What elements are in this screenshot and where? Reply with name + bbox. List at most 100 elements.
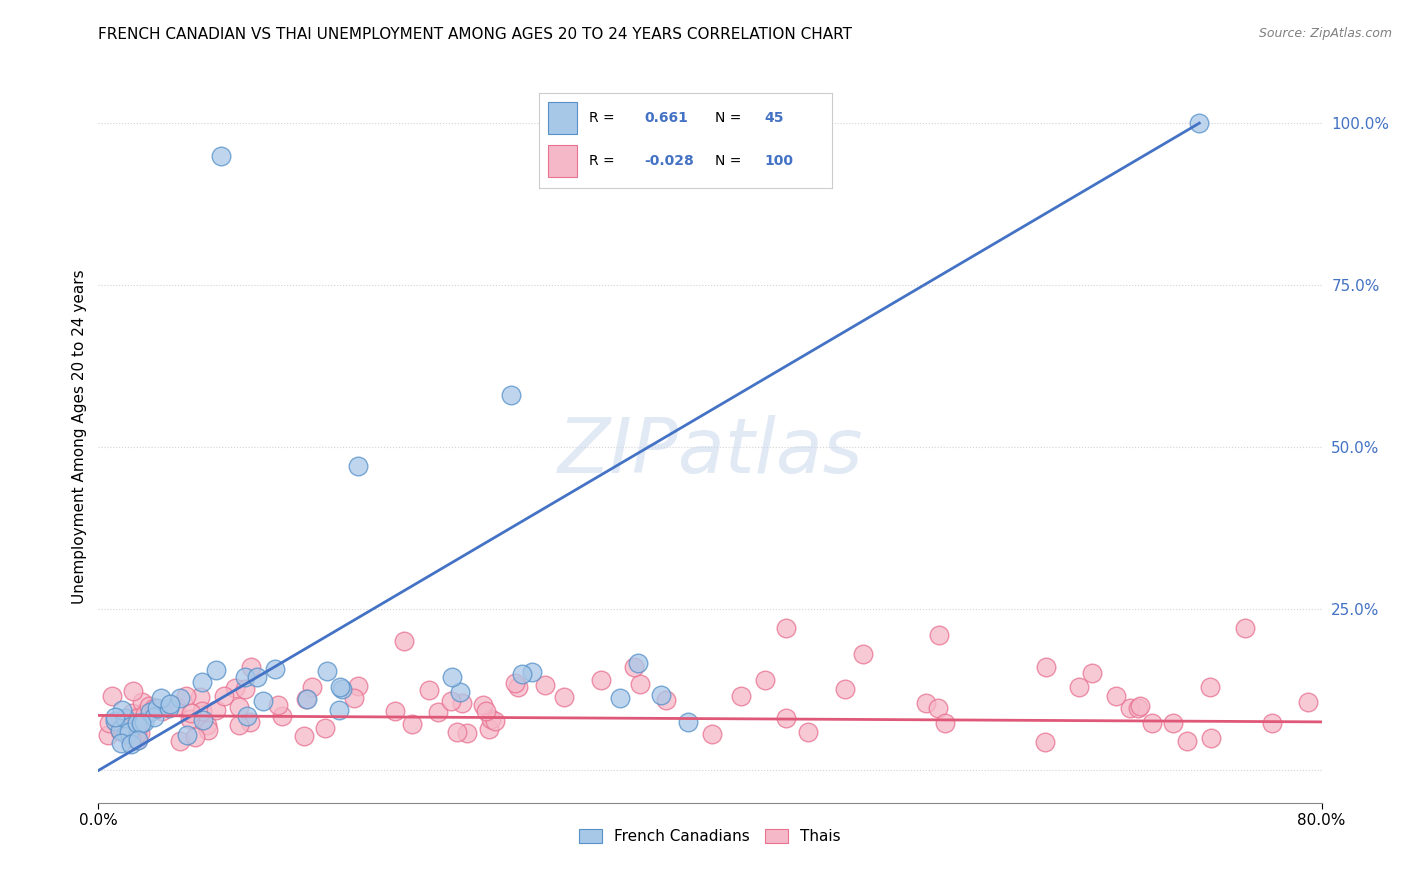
Point: [852, 647, 875, 661]
Point: [1260, 716, 1282, 731]
Text: Source: ZipAtlas.com: Source: ZipAtlas.com: [1258, 27, 1392, 40]
Point: [169, 734, 191, 748]
Point: [129, 707, 152, 722]
Point: [111, 703, 134, 717]
Point: [553, 690, 575, 705]
Point: [125, 725, 148, 739]
Point: [127, 715, 149, 730]
Point: [197, 723, 219, 737]
Point: [176, 728, 198, 742]
Point: [236, 709, 259, 723]
Point: [1188, 116, 1211, 130]
Point: [522, 665, 544, 680]
Point: [1163, 715, 1185, 730]
Point: [246, 670, 269, 684]
Point: [127, 711, 149, 725]
Point: [228, 700, 250, 714]
Point: [1126, 701, 1149, 715]
Point: [914, 696, 936, 710]
Point: [233, 681, 256, 696]
Point: [534, 677, 557, 691]
Point: [180, 706, 202, 721]
Point: [128, 726, 150, 740]
Point: [1175, 734, 1198, 748]
Point: [314, 722, 336, 736]
Point: [775, 711, 797, 725]
Point: [484, 714, 506, 729]
Point: [105, 717, 128, 731]
Point: [1140, 716, 1163, 731]
Point: [754, 673, 776, 687]
Point: [121, 706, 143, 721]
Point: [134, 706, 156, 721]
Point: [630, 677, 652, 691]
Point: [267, 698, 290, 712]
Legend: French Canadians, Thais: French Canadians, Thais: [574, 822, 846, 850]
Point: [1199, 680, 1222, 694]
Point: [97, 716, 120, 731]
Point: [702, 727, 724, 741]
Point: [316, 664, 339, 678]
Text: FRENCH CANADIAN VS THAI UNEMPLOYMENT AMONG AGES 20 TO 24 YEARS CORRELATION CHART: FRENCH CANADIAN VS THAI UNEMPLOYMENT AMO…: [98, 27, 852, 42]
Point: [150, 704, 173, 718]
Point: [240, 660, 263, 674]
Point: [347, 679, 370, 693]
Point: [471, 698, 494, 712]
Point: [104, 714, 127, 729]
Point: [125, 733, 148, 747]
Point: [775, 621, 797, 635]
Point: [295, 691, 318, 706]
Point: [165, 698, 187, 713]
Point: [730, 690, 752, 704]
Point: [295, 691, 318, 706]
Point: [100, 690, 122, 704]
Point: [235, 670, 257, 684]
Point: [330, 681, 353, 696]
Point: [179, 712, 201, 726]
Point: [449, 685, 471, 699]
Point: [342, 691, 364, 706]
Point: [149, 691, 172, 706]
Point: [1105, 689, 1128, 703]
Point: [589, 673, 612, 688]
Point: [1199, 731, 1222, 745]
Point: [384, 704, 406, 718]
Point: [627, 656, 650, 670]
Point: [114, 711, 136, 725]
Point: [239, 715, 262, 730]
Point: [401, 717, 423, 731]
Point: [440, 694, 463, 708]
Point: [508, 680, 530, 694]
Point: [131, 695, 153, 709]
Point: [224, 681, 246, 695]
Point: [169, 690, 191, 705]
Point: [623, 660, 645, 674]
Point: [111, 722, 134, 736]
Point: [418, 683, 440, 698]
Y-axis label: Unemployment Among Ages 20 to 24 years: Unemployment Among Ages 20 to 24 years: [72, 269, 87, 605]
Point: [834, 682, 856, 697]
Point: [209, 148, 232, 162]
Point: [294, 729, 316, 743]
Point: [159, 697, 181, 711]
Point: [228, 718, 250, 732]
Point: [650, 688, 672, 702]
Point: [503, 676, 526, 690]
Text: ZIPatlas: ZIPatlas: [557, 415, 863, 489]
Point: [139, 705, 162, 719]
Point: [127, 732, 149, 747]
Point: [214, 689, 236, 703]
Point: [195, 717, 218, 731]
Point: [426, 705, 449, 719]
Point: [1119, 701, 1142, 715]
Point: [122, 684, 145, 698]
Point: [678, 714, 700, 729]
Point: [264, 662, 287, 676]
Point: [501, 388, 523, 402]
Point: [446, 725, 468, 739]
Point: [252, 694, 274, 708]
Point: [146, 701, 169, 715]
Point: [301, 680, 323, 694]
Point: [115, 716, 138, 731]
Point: [183, 730, 205, 744]
